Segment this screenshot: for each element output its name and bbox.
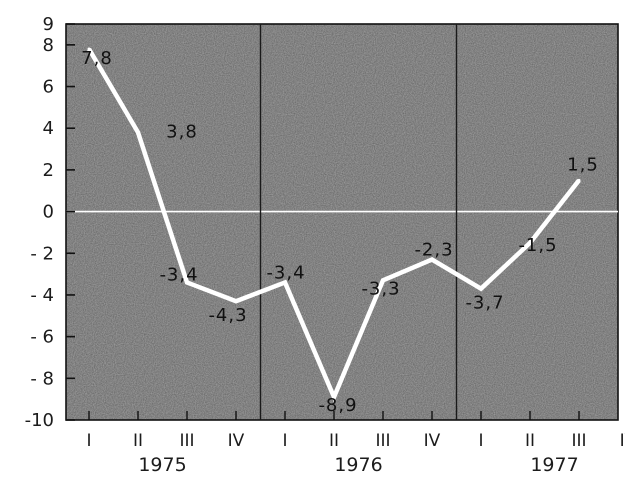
data-point — [577, 178, 581, 182]
data-point — [234, 299, 238, 303]
year-label: 1975 — [138, 454, 186, 476]
data-point — [479, 287, 483, 291]
data-point — [185, 280, 189, 284]
x-tick-label: IV — [620, 431, 625, 451]
data-point — [87, 47, 91, 51]
data-point — [136, 130, 140, 134]
y-tick-label: 2 — [43, 160, 54, 181]
x-tick-label: I — [282, 431, 287, 451]
data-label: -4,3 — [208, 305, 247, 326]
plot-area — [65, 23, 619, 421]
y-tick-label: 4 — [43, 118, 54, 139]
x-axis: IIIIIIIVIIIIIIIVIIIIIIIV197519761977 — [86, 411, 625, 476]
data-label: -2,3 — [414, 240, 453, 261]
plot-frame — [65, 23, 619, 421]
year-label: 1977 — [530, 454, 578, 476]
y-tick-label: 9 — [43, 14, 54, 35]
plot-texture — [66, 24, 618, 420]
y-tick-label: 8 — [43, 35, 54, 56]
data-point — [381, 278, 385, 282]
data-label: -3,4 — [266, 262, 305, 283]
data-label: -3,7 — [465, 293, 504, 314]
x-tick-label: IV — [228, 431, 245, 451]
y-tick-label: - 6 — [30, 327, 54, 348]
data-label: 1,5 — [567, 154, 599, 175]
data-point — [528, 241, 532, 245]
y-tick-label: 0 — [43, 202, 54, 223]
data-label: -3,3 — [361, 278, 400, 299]
x-tick-label: I — [86, 431, 91, 451]
x-tick-label: II — [525, 431, 535, 451]
data-point — [332, 395, 336, 399]
data-label: 7,8 — [81, 48, 113, 69]
data-label: -3,4 — [159, 264, 198, 285]
data-label: -8,9 — [318, 395, 357, 416]
grid-lines — [66, 24, 618, 420]
x-tick-label: III — [179, 431, 194, 451]
x-tick-label: I — [478, 431, 483, 451]
x-tick-label: II — [133, 431, 143, 451]
data-point — [430, 258, 434, 262]
y-tick-label: -10 — [25, 410, 54, 431]
data-label: -1,5 — [518, 235, 557, 256]
year-label: 1976 — [334, 454, 382, 476]
data-point — [283, 280, 287, 284]
x-tick-label: III — [375, 431, 390, 451]
x-tick-label: III — [571, 431, 586, 451]
series-line — [87, 47, 581, 403]
y-axis: 98 6 4 2 0 - 2 - 4 - 6 - 8 -10 — [25, 14, 75, 431]
y-tick-label: - 4 — [30, 285, 54, 306]
data-labels: 7,8 3,8 -3,4 -4,3 -3,4 -8,9 -3,3 -2,3 -3,7 -1,5 1,… — [81, 48, 599, 416]
y-tick-label: - 2 — [30, 243, 54, 264]
y-tick-label: - 8 — [30, 368, 54, 389]
x-tick-label: II — [329, 431, 339, 451]
x-tick-label: IV — [424, 431, 441, 451]
y-tick-label: 6 — [43, 77, 54, 98]
data-label: 3,8 — [166, 121, 198, 142]
